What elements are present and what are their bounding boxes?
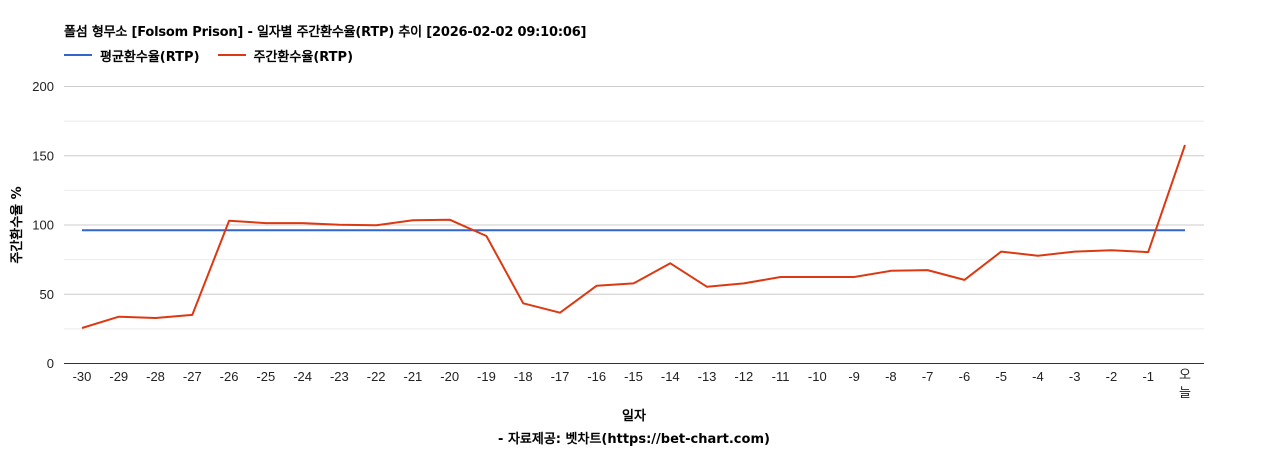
x-tick-label: -23 (330, 369, 349, 384)
x-tick-label: -4 (1032, 369, 1044, 384)
legend-label-average: 평균환수율(RTP) (100, 49, 200, 65)
x-tick-label: -22 (367, 369, 386, 384)
legend-item-average[interactable]: 평균환수율(RTP) (64, 46, 200, 65)
legend-item-weekly[interactable]: 주간환수율(RTP) (217, 46, 354, 65)
x-tick-label: -12 (734, 369, 753, 384)
x-tick-label: -5 (995, 369, 1007, 384)
x-tick-label: -27 (183, 369, 202, 384)
x-tick-label: -10 (808, 369, 827, 384)
x-tick-label: -9 (848, 369, 860, 384)
chart-title: 폴섬 형무소 [Folsom Prison] - 일자별 주간환수율(RTP) … (64, 25, 587, 40)
x-tick-label: -11 (772, 369, 790, 384)
x-tick-label: -26 (220, 369, 239, 384)
x-tick-label: -14 (661, 369, 680, 384)
y-tick-label: 200 (32, 79, 54, 94)
x-tick-label: -17 (551, 369, 570, 384)
x-tick-label: -2 (1106, 369, 1118, 384)
x-tick-label: -24 (293, 369, 312, 384)
y-tick-label: 100 (32, 218, 54, 233)
x-tick-label: -30 (73, 369, 92, 384)
y-tick-label: 50 (40, 287, 54, 302)
x-axis-title: 일자 (622, 409, 646, 424)
y-tick-label: 150 (32, 148, 54, 163)
x-tick-label: -13 (698, 369, 717, 384)
x-tick-label: -25 (256, 369, 275, 384)
x-tick-label: -3 (1069, 369, 1081, 384)
weekly-rtp-line[interactable] (81, 144, 1186, 329)
x-tick-label: -29 (109, 369, 128, 384)
x-tick-label: -16 (587, 369, 606, 384)
x-tick-label: 오 (1179, 368, 1191, 383)
x-tick-label: -6 (959, 369, 971, 384)
legend-label-weekly: 주간환수율(RTP) (253, 49, 354, 65)
legend-swatch-average (64, 54, 92, 56)
chart-legend: 평균환수율(RTP) 주간환수율(RTP) (64, 46, 371, 65)
data-source-credit: - 자료제공: 벳차트(https://bet-chart.com) (498, 432, 770, 447)
x-tick-label: -19 (477, 369, 496, 384)
x-tick-label: 늘 (1179, 386, 1191, 401)
x-tick-label: -8 (885, 369, 897, 384)
x-tick-label: -1 (1142, 369, 1154, 384)
x-tick-label: -7 (922, 369, 934, 384)
x-tick-label: -18 (514, 369, 533, 384)
x-tick-label: -20 (440, 369, 459, 384)
x-tick-label: -15 (624, 369, 643, 384)
y-tick-label: 0 (47, 356, 54, 371)
x-tick-label: -21 (404, 369, 423, 384)
x-tick-label: -28 (146, 369, 165, 384)
legend-swatch-weekly (217, 54, 246, 56)
